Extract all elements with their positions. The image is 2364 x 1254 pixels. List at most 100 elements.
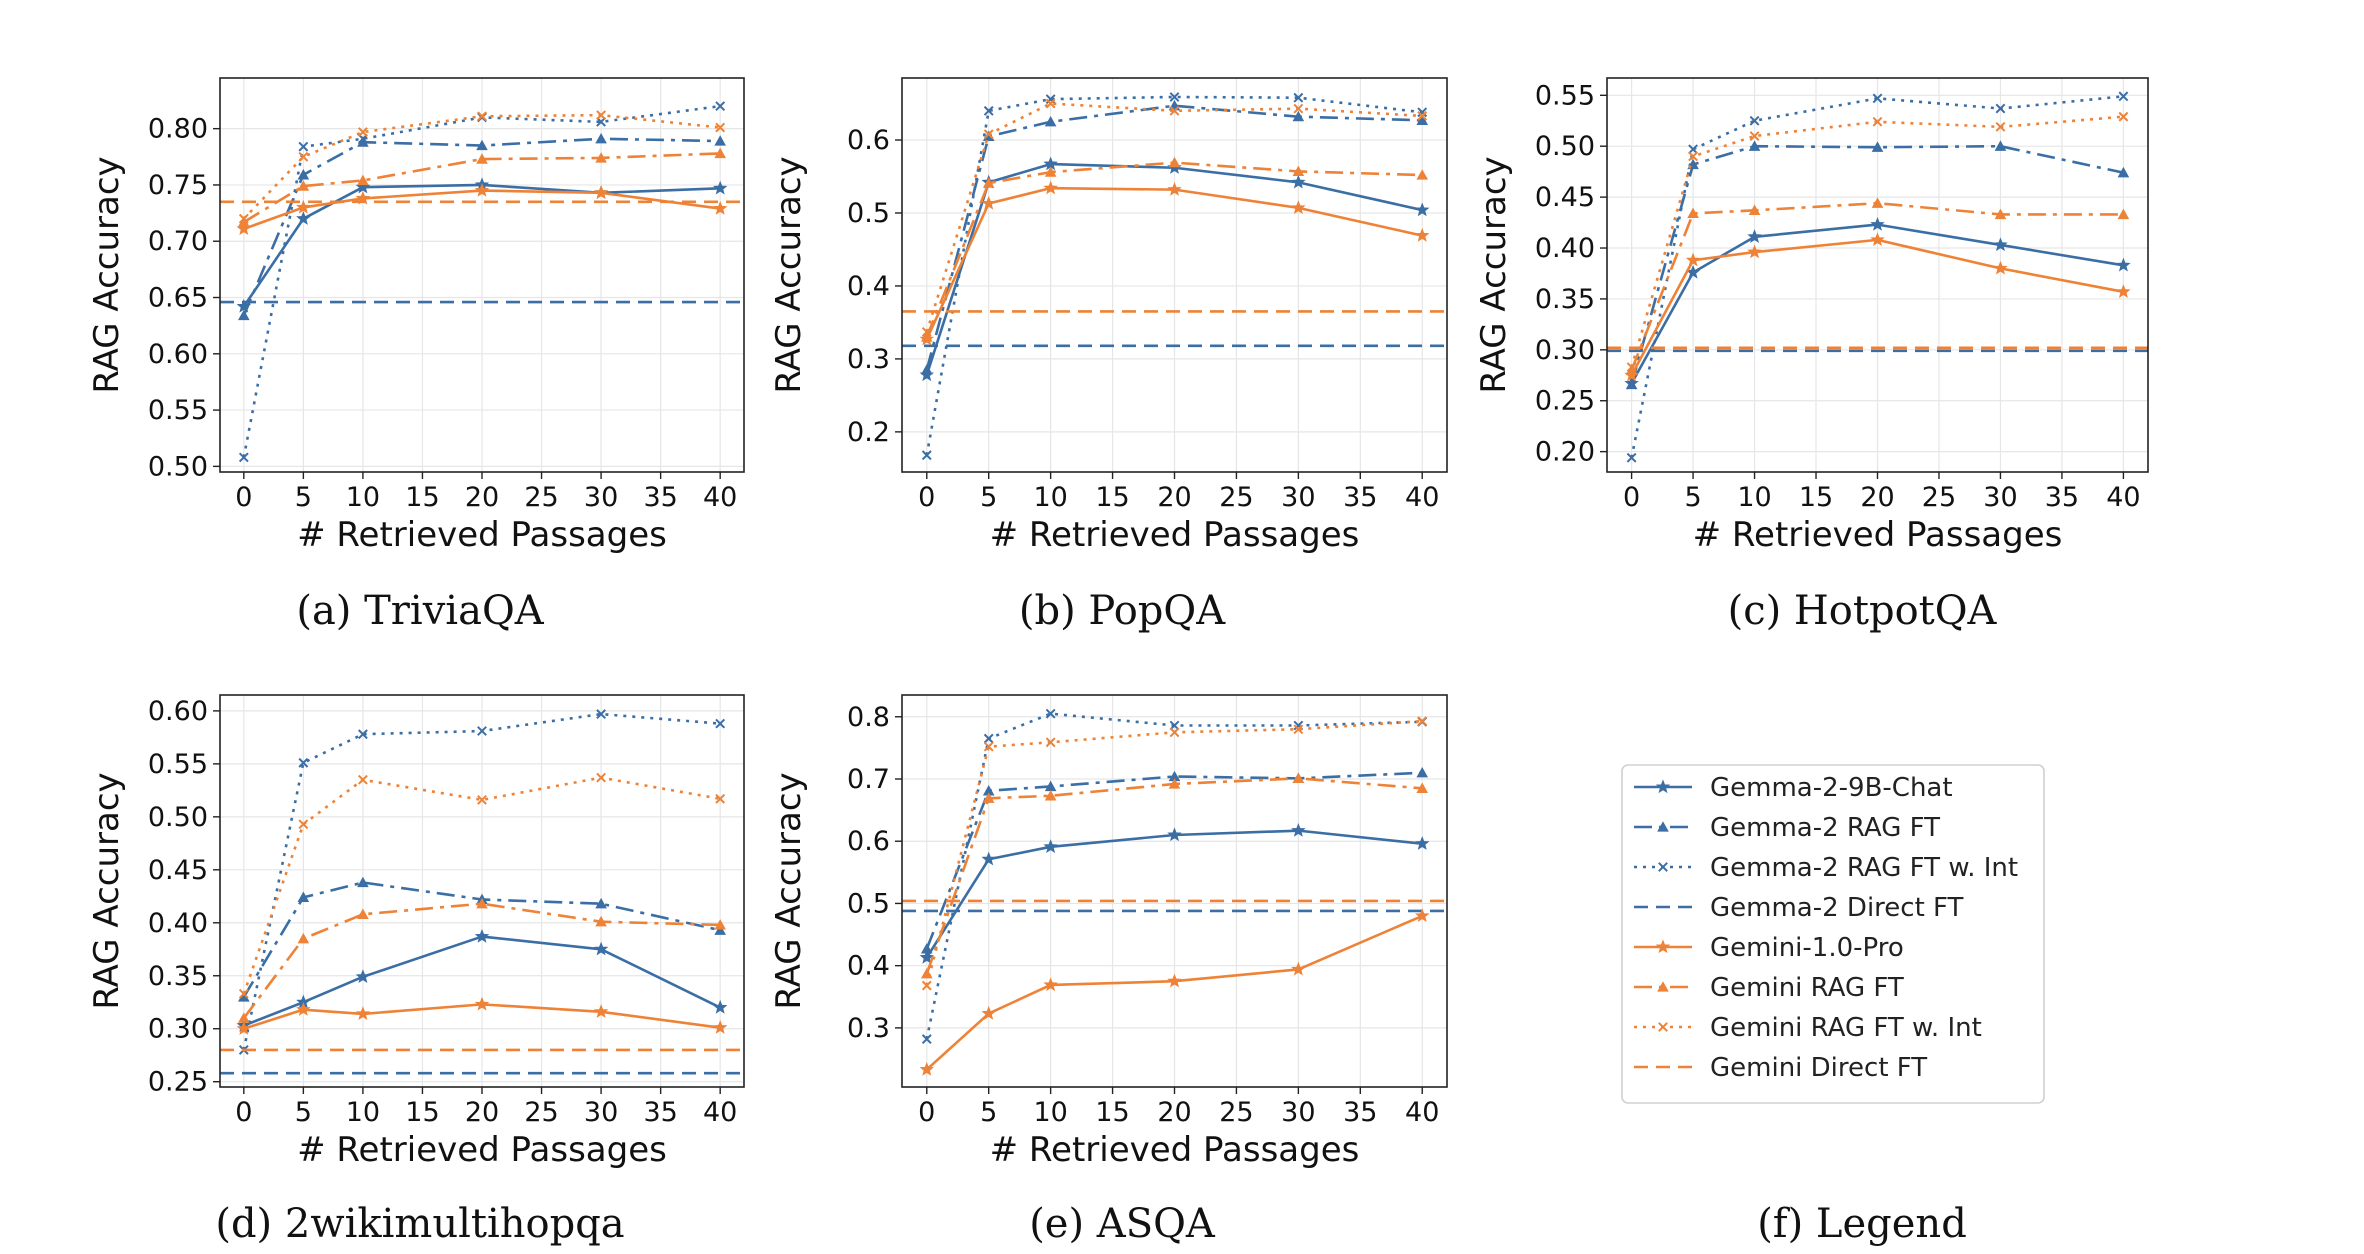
data-point xyxy=(238,988,249,999)
data-point xyxy=(1626,362,1637,373)
legend-swatch-marker xyxy=(1655,939,1671,954)
y-axis-label: RAG Accuracy xyxy=(1474,156,1514,393)
data-point xyxy=(1168,770,1181,782)
data-point xyxy=(355,969,371,983)
data-point xyxy=(1291,961,1306,976)
x-tick-label: 10 xyxy=(1033,1097,1067,1128)
data-point xyxy=(982,177,995,188)
data-point xyxy=(238,309,250,321)
legend-entry: Gemma-2-9B-Chat xyxy=(1634,773,1953,803)
plot-area xyxy=(902,708,1447,1076)
data-point xyxy=(1416,766,1429,778)
data-point xyxy=(1870,216,1885,231)
y-tick-label: 0.25 xyxy=(148,1067,208,1098)
legend-swatch-marker xyxy=(1657,821,1669,832)
data-point xyxy=(1292,772,1305,784)
x-tick-label: 35 xyxy=(643,1097,677,1128)
data-point xyxy=(1993,237,2008,252)
data-point xyxy=(714,919,726,930)
panel-caption: (a) TriviaQA xyxy=(296,588,544,634)
data-point xyxy=(1687,207,1699,219)
data-point xyxy=(1043,839,1058,853)
data-point xyxy=(297,169,310,180)
series-line xyxy=(925,771,1423,950)
series-line xyxy=(925,777,1423,975)
data-point xyxy=(238,1012,250,1023)
data-point xyxy=(1044,790,1057,801)
data-point xyxy=(1625,364,1638,375)
legend-entry: Gemini RAG FT w. Int xyxy=(1634,1013,1982,1043)
data-point xyxy=(981,1005,996,1020)
x-tick-label: 15 xyxy=(1799,482,1833,513)
series-gemma-2-rag-ft-w-int xyxy=(238,709,726,1055)
series-line xyxy=(243,189,721,231)
series-gemma-2-9b-chat xyxy=(919,823,1430,964)
x-tick-label: 15 xyxy=(405,482,439,513)
legend-label: Gemini RAG FT w. Int xyxy=(1710,1013,1982,1043)
data-point xyxy=(714,147,726,159)
plot-area xyxy=(220,101,744,463)
data-point xyxy=(2117,208,2130,220)
x-tick-label: 35 xyxy=(2045,482,2079,513)
series-line xyxy=(925,104,1423,371)
series-line xyxy=(242,712,721,1051)
data-point xyxy=(474,182,490,197)
plot-area xyxy=(902,92,1447,461)
x-tick-label: 0 xyxy=(1623,482,1640,513)
data-point xyxy=(1415,836,1430,850)
data-point xyxy=(1871,197,1884,208)
x-tick-label: 20 xyxy=(465,1097,499,1128)
data-point xyxy=(474,928,490,943)
data-point xyxy=(1415,202,1430,217)
data-point xyxy=(1626,452,1637,463)
y-tick-label: 0.50 xyxy=(148,802,208,833)
series-gemini-rag-ft-w-int xyxy=(921,716,1428,991)
y-tick-label: 0.4 xyxy=(847,951,890,982)
data-point xyxy=(2116,257,2131,272)
data-point xyxy=(297,180,310,191)
data-point xyxy=(1749,115,1760,126)
x-tick-label: 20 xyxy=(1157,482,1191,513)
y-tick-label: 0.30 xyxy=(148,1014,208,1045)
x-tick-label: 5 xyxy=(295,1097,312,1128)
data-point xyxy=(477,794,487,805)
legend-caption: (f) Legend xyxy=(1757,1201,1967,1247)
x-tick-label: 40 xyxy=(2106,482,2140,513)
data-point xyxy=(983,741,994,752)
x-tick-label: 25 xyxy=(524,1097,558,1128)
data-point xyxy=(920,331,933,342)
y-axis-label: RAG Accuracy xyxy=(769,156,809,393)
y-tick-label: 0.80 xyxy=(148,114,208,145)
data-point xyxy=(298,757,309,768)
data-point xyxy=(1688,151,1698,162)
data-point xyxy=(2118,111,2129,122)
data-point xyxy=(1045,737,1056,748)
data-point xyxy=(1167,827,1182,842)
data-point xyxy=(1872,93,1883,104)
data-point xyxy=(1995,121,2006,132)
data-point xyxy=(296,1002,311,1016)
data-point xyxy=(596,110,606,121)
x-tick-label: 10 xyxy=(1033,482,1067,513)
x-tick-label: 15 xyxy=(405,1097,439,1128)
x-tick-label: 15 xyxy=(1095,1097,1129,1128)
legend-label: Gemma-2 Direct FT xyxy=(1710,893,1964,923)
data-point xyxy=(919,949,934,964)
data-point xyxy=(1292,110,1305,122)
data-point xyxy=(2118,91,2129,102)
data-point xyxy=(1169,105,1180,116)
series-gemini-rag-ft xyxy=(238,147,726,227)
data-point xyxy=(236,221,252,235)
y-tick-label: 0.2 xyxy=(847,417,890,448)
series-line xyxy=(925,162,1423,376)
legend-swatch-marker xyxy=(1658,862,1668,872)
legend-entry: Gemma-2 Direct FT xyxy=(1634,893,1964,923)
y-tick-label: 0.40 xyxy=(148,908,208,939)
y-axis-label: RAG Accuracy xyxy=(87,156,127,393)
data-point xyxy=(712,1020,728,1034)
data-point xyxy=(715,101,726,112)
legend: Gemma-2-9B-Chat Gemma-2 RAG FT Gemma-2 RAG… xyxy=(1621,764,2045,1247)
data-point xyxy=(921,450,932,461)
series-line xyxy=(925,829,1423,959)
data-point xyxy=(238,216,250,227)
